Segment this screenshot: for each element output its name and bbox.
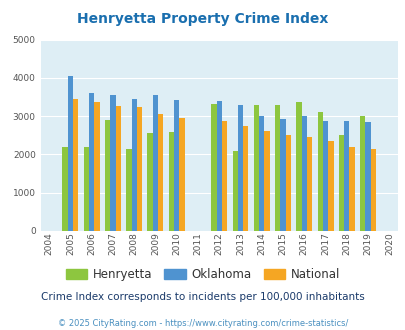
Bar bbox=[301, 116, 306, 231]
Bar bbox=[317, 112, 322, 231]
Bar bbox=[62, 147, 68, 231]
Bar bbox=[110, 95, 115, 231]
Bar bbox=[179, 118, 184, 231]
Bar bbox=[322, 121, 327, 231]
Bar bbox=[243, 126, 248, 231]
Bar bbox=[158, 114, 163, 231]
Text: © 2025 CityRating.com - https://www.cityrating.com/crime-statistics/: © 2025 CityRating.com - https://www.city… bbox=[58, 319, 347, 328]
Bar bbox=[168, 132, 174, 231]
Bar bbox=[349, 147, 354, 231]
Bar bbox=[222, 121, 227, 231]
Bar bbox=[126, 149, 131, 231]
Bar bbox=[343, 121, 349, 231]
Bar bbox=[296, 102, 301, 231]
Bar bbox=[83, 147, 89, 231]
Bar bbox=[152, 95, 158, 231]
Bar bbox=[136, 107, 142, 231]
Bar bbox=[68, 76, 73, 231]
Bar bbox=[147, 133, 152, 231]
Bar bbox=[131, 99, 136, 231]
Text: Crime Index corresponds to incidents per 100,000 inhabitants: Crime Index corresponds to incidents per… bbox=[41, 292, 364, 302]
Text: Henryetta Property Crime Index: Henryetta Property Crime Index bbox=[77, 12, 328, 25]
Bar bbox=[274, 106, 280, 231]
Bar bbox=[94, 102, 99, 231]
Bar bbox=[115, 106, 121, 231]
Bar bbox=[253, 106, 258, 231]
Bar bbox=[306, 137, 311, 231]
Bar bbox=[104, 120, 110, 231]
Legend: Henryetta, Oklahoma, National: Henryetta, Oklahoma, National bbox=[66, 268, 339, 281]
Bar bbox=[327, 141, 333, 231]
Bar bbox=[174, 100, 179, 231]
Bar bbox=[338, 135, 343, 231]
Bar bbox=[211, 104, 216, 231]
Bar bbox=[280, 119, 285, 231]
Bar bbox=[370, 149, 375, 231]
Bar bbox=[237, 105, 243, 231]
Bar bbox=[285, 135, 290, 231]
Bar bbox=[264, 131, 269, 231]
Bar bbox=[232, 151, 237, 231]
Bar bbox=[364, 122, 370, 231]
Bar bbox=[258, 116, 264, 231]
Bar bbox=[89, 93, 94, 231]
Bar bbox=[73, 99, 78, 231]
Bar bbox=[359, 116, 364, 231]
Bar bbox=[216, 101, 222, 231]
